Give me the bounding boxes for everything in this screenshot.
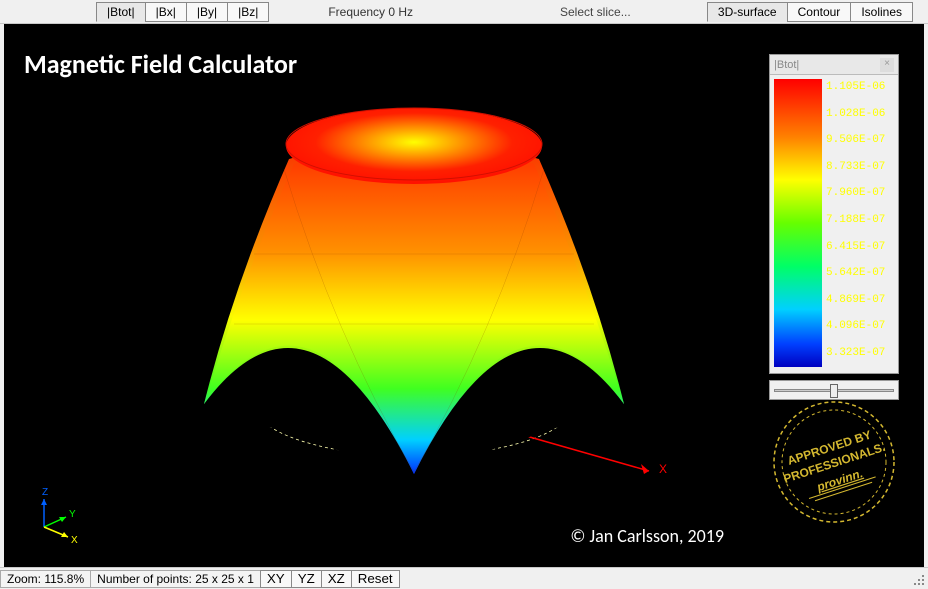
tab-contour[interactable]: Contour [787,2,852,22]
component-tabs: |Btot| |Bx| |By| |Bz| [96,2,268,22]
approval-stamp: APPROVED BY PROFESSIONALS. provinn. [769,397,899,527]
legend-tick: 3.323E-07 [826,347,885,359]
svg-text:X: X [71,535,78,546]
svg-text:Y: Y [69,509,76,520]
legend-tick: 1.105E-06 [826,81,885,93]
plane-xz-button[interactable]: XZ [321,570,352,588]
legend-tick: 1.028E-06 [826,108,885,120]
reset-button[interactable]: Reset [351,570,400,588]
top-toolbar: |Btot| |Bx| |By| |Bz| Frequency 0 Hz Sel… [0,0,928,24]
frequency-label: Frequency 0 Hz [328,5,413,19]
visualization-area[interactable]: Magnetic Field Calculator [4,24,924,567]
x-axis-label: X [659,462,667,476]
legend-tick: 8.733E-07 [826,161,885,173]
legend-tick: 4.869E-07 [826,294,885,306]
plane-yz-button[interactable]: YZ [291,570,322,588]
tab-bz[interactable]: |Bz| [227,2,269,22]
legend-header: |Btot| × [770,55,898,75]
legend-labels: 1.105E-06 1.028E-06 9.506E-07 8.733E-07 … [826,79,885,367]
slider-thumb[interactable] [830,384,838,398]
legend-close-icon[interactable]: × [880,58,894,72]
legend-tick: 4.096E-07 [826,320,885,332]
copyright-text: © Jan Carlsson, 2019 [570,525,724,547]
resize-grip-icon[interactable] [912,573,926,587]
tab-btot[interactable]: |Btot| [96,2,146,22]
legend-tick: 5.642E-07 [826,267,885,279]
tab-by[interactable]: |By| [186,2,228,22]
plane-xy-button[interactable]: XY [260,570,292,588]
legend-gradient [774,79,822,367]
status-bar: Zoom: 115.8% Number of points: 25 x 25 x… [0,567,928,589]
legend-tick: 9.506E-07 [826,134,885,146]
tab-bx[interactable]: |Bx| [145,2,187,22]
legend-title: |Btot| [774,59,799,71]
mini-axes-icon: Z Y X [24,487,84,547]
color-legend: |Btot| × 1.105E-06 1.028E-06 [769,54,899,374]
tab-isolines[interactable]: Isolines [850,2,913,22]
select-slice-link[interactable]: Select slice... [560,5,631,19]
zoom-status: Zoom: 115.8% [0,570,91,588]
legend-tick: 6.415E-07 [826,241,885,253]
slider-track[interactable] [774,389,894,392]
legend-tick: 7.188E-07 [826,214,885,226]
svg-text:Z: Z [42,487,48,498]
tab-3d-surface[interactable]: 3D-surface [707,2,788,22]
surface-plot[interactable]: X [134,74,694,514]
view-tabs: 3D-surface Contour Isolines [707,2,912,22]
legend-tick: 7.960E-07 [826,187,885,199]
points-status: Number of points: 25 x 25 x 1 [90,570,261,588]
